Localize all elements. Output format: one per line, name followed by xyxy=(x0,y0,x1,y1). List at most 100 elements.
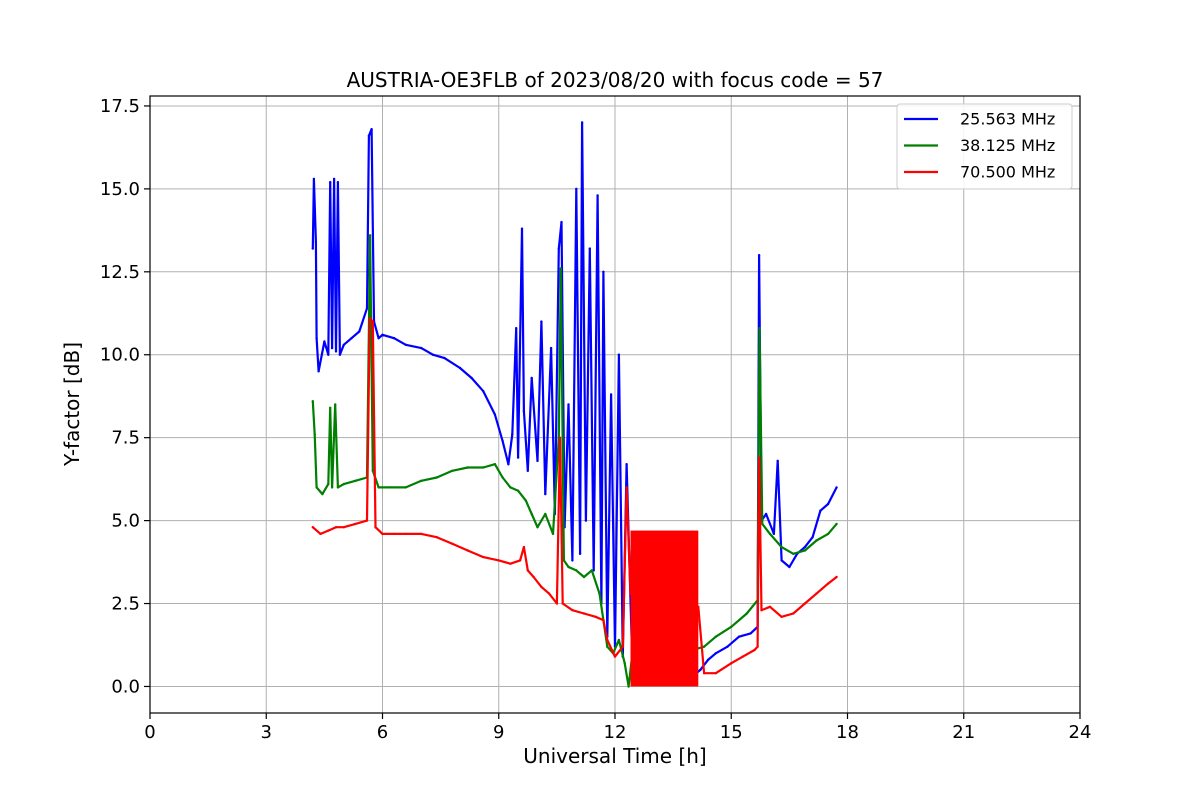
data-point xyxy=(530,376,533,380)
data-point xyxy=(518,559,522,562)
data-point xyxy=(714,672,717,675)
data-point xyxy=(627,685,630,688)
data-point xyxy=(702,645,706,648)
data-point xyxy=(342,482,345,486)
data-point xyxy=(559,267,562,270)
data-point xyxy=(540,585,543,589)
data-point xyxy=(404,532,407,536)
data-point xyxy=(327,529,330,532)
y-tick-label: 7.5 xyxy=(111,428,140,449)
data-point xyxy=(516,489,520,492)
data-point xyxy=(826,582,830,585)
data-point xyxy=(509,486,512,489)
data-point xyxy=(702,672,706,675)
x-tick-label: 9 xyxy=(493,722,504,743)
data-point xyxy=(313,433,316,436)
data-point xyxy=(530,512,533,516)
x-tick-label: 6 xyxy=(377,722,388,743)
data-point xyxy=(792,552,795,555)
data-point xyxy=(617,638,621,642)
data-point xyxy=(420,479,423,482)
data-point xyxy=(811,536,814,539)
data-point xyxy=(381,532,384,536)
data-point xyxy=(547,592,551,595)
data-point xyxy=(389,486,392,489)
data-point xyxy=(358,330,361,333)
data-point xyxy=(327,482,330,486)
data-point xyxy=(342,526,345,529)
data-point xyxy=(726,645,729,648)
data-point xyxy=(370,128,373,131)
data-point xyxy=(835,522,838,526)
data-point xyxy=(815,592,818,595)
data-point xyxy=(392,337,396,340)
data-point xyxy=(792,612,795,615)
x-tick-label: 21 xyxy=(952,722,975,743)
data-point xyxy=(404,486,407,489)
data-point xyxy=(555,602,559,605)
data-point xyxy=(336,486,340,489)
data-point xyxy=(330,346,334,350)
data-point xyxy=(788,565,791,569)
y-tick-label: 17.5 xyxy=(100,96,140,117)
data-point xyxy=(606,638,609,642)
chart-title: AUSTRIA-OE3FLB of 2023/08/20 with focus … xyxy=(347,68,884,92)
data-point xyxy=(323,340,326,343)
data-point xyxy=(451,542,454,545)
dense-band xyxy=(630,530,699,687)
data-point xyxy=(776,459,779,463)
data-point xyxy=(329,406,332,409)
data-point xyxy=(311,526,314,529)
data-point xyxy=(602,618,605,622)
data-point xyxy=(753,648,756,652)
data-point xyxy=(365,307,369,310)
data-point xyxy=(312,177,316,181)
data-point xyxy=(350,337,353,340)
x-tick-label: 18 xyxy=(836,722,859,743)
data-point xyxy=(623,662,626,665)
data-point xyxy=(588,247,591,250)
data-point xyxy=(562,559,566,562)
data-point xyxy=(381,333,384,336)
data-point xyxy=(522,545,526,549)
data-point xyxy=(621,645,624,648)
data-point xyxy=(315,337,318,340)
data-point xyxy=(768,532,772,536)
data-point xyxy=(826,502,830,506)
data-point xyxy=(582,575,586,579)
series-line xyxy=(311,121,838,681)
data-point xyxy=(377,486,380,489)
y-tick-label: 0.0 xyxy=(111,676,140,697)
data-point xyxy=(602,270,605,273)
data-point xyxy=(835,575,838,579)
data-point xyxy=(571,609,574,612)
data-point xyxy=(749,632,752,635)
data-point xyxy=(516,456,520,459)
data-point xyxy=(730,625,733,628)
data-point xyxy=(493,413,497,416)
data-point xyxy=(536,526,539,529)
data-point xyxy=(321,492,324,496)
series-line xyxy=(311,234,838,688)
data-point xyxy=(571,559,574,562)
y-tick-label: 5.0 xyxy=(111,511,140,532)
data-point xyxy=(803,545,807,549)
x-tick-label: 3 xyxy=(261,722,272,743)
data-point xyxy=(314,240,318,244)
data-point xyxy=(482,466,485,469)
data-point xyxy=(365,519,369,522)
data-point xyxy=(470,376,473,380)
data-point xyxy=(371,320,374,323)
data-point xyxy=(371,469,374,472)
data-point xyxy=(532,575,535,579)
y-tick-label: 12.5 xyxy=(100,262,140,283)
data-point xyxy=(560,220,563,224)
data-point xyxy=(761,522,764,526)
data-point xyxy=(435,536,438,539)
data-point xyxy=(758,327,761,330)
data-point xyxy=(329,181,332,184)
data-point xyxy=(578,552,582,555)
plot-area xyxy=(311,121,838,688)
data-point xyxy=(544,512,547,516)
